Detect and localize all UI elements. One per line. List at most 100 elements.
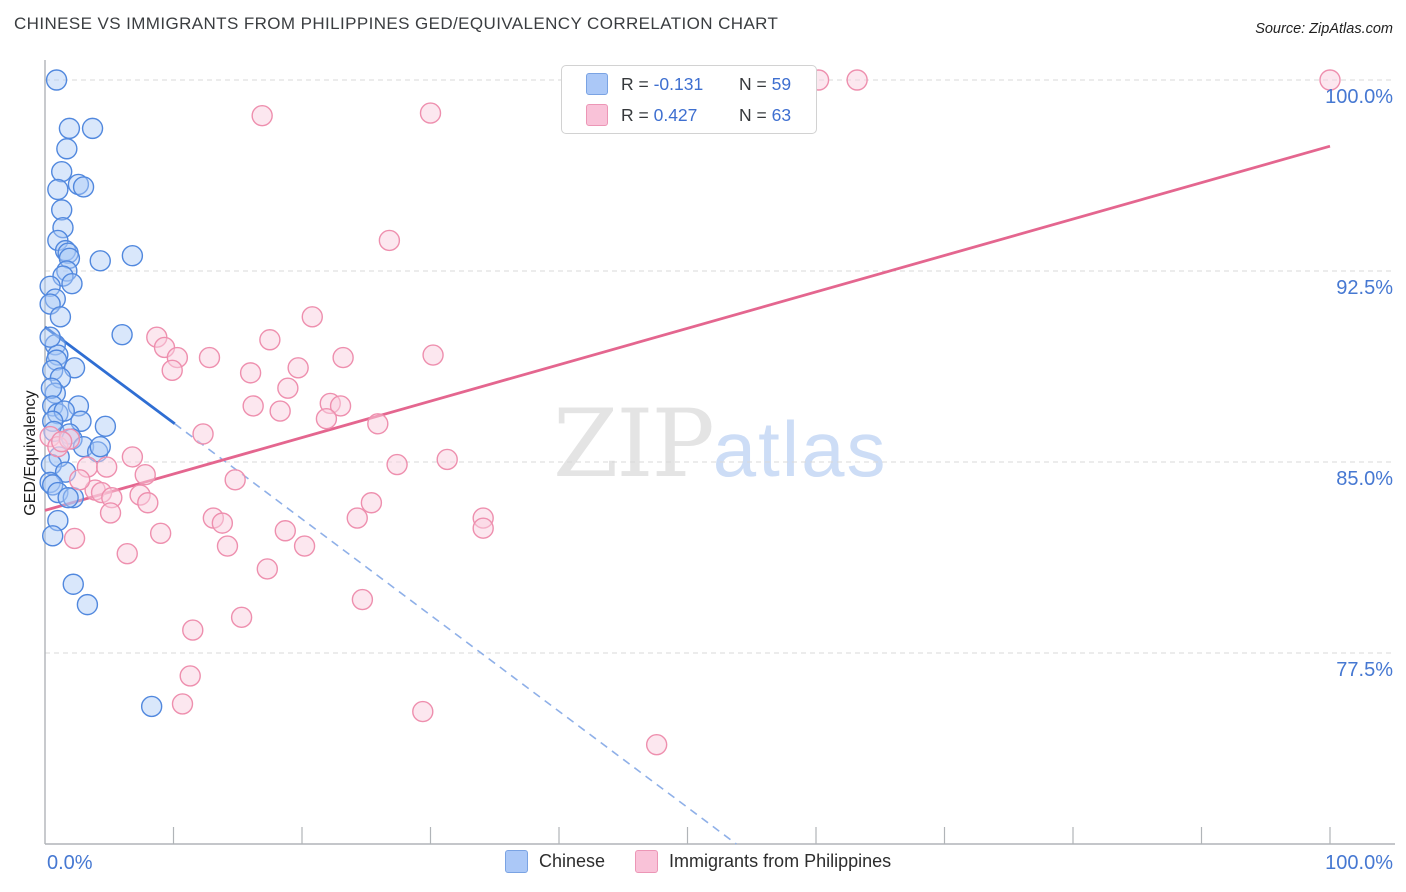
data-point-philippines (287, 357, 309, 379)
watermark-zip: ZIP (553, 390, 715, 499)
data-point-philippines (149, 522, 172, 545)
data-point-philippines (422, 344, 444, 366)
zipatlas-watermark: ZIP atlas (553, 398, 887, 492)
data-point-philippines (161, 359, 183, 382)
data-point-philippines (192, 423, 214, 445)
y-tick-label: 85.0% (1336, 468, 1393, 490)
data-point-philippines (846, 69, 868, 91)
data-point-chinese (94, 415, 117, 438)
data-point-chinese (76, 593, 99, 616)
legend-row-chinese: R = -0.131 N = 59 (586, 71, 816, 98)
data-point-chinese (42, 359, 64, 382)
data-point-philippines (179, 665, 201, 687)
y-tick-label: 77.5% (1336, 659, 1393, 681)
data-point-chinese (39, 275, 61, 297)
series-legend: Chinese Immigrants from Philippines (505, 850, 891, 873)
data-point-philippines (224, 469, 246, 491)
y-tick-label: 100.0% (1325, 86, 1393, 108)
philippines-swatch (586, 104, 608, 126)
data-point-philippines (137, 492, 159, 514)
data-point-philippines (198, 346, 221, 369)
data-point-philippines (99, 502, 122, 524)
data-point-chinese (61, 273, 83, 295)
correlation-legend: R = -0.131 N = 59 R = 0.427 N = 63 (561, 65, 817, 134)
data-point-chinese (51, 160, 73, 183)
data-point-philippines (472, 517, 494, 539)
data-point-philippines (1319, 69, 1341, 91)
chinese-swatch (586, 73, 608, 95)
data-point-philippines (315, 408, 338, 430)
data-point-chinese (89, 436, 111, 458)
data-point-chinese (57, 486, 79, 509)
x-tick-label-left: 0.0% (47, 852, 93, 874)
data-point-philippines (182, 619, 204, 641)
data-point-chinese (72, 176, 95, 198)
y-tick-label: 92.5% (1336, 277, 1393, 299)
philippines-legend-swatch (635, 850, 659, 873)
series-legend-chinese: Chinese (505, 850, 605, 873)
x-tick-label-right: 100.0% (1325, 852, 1393, 874)
data-point-philippines (259, 329, 281, 351)
data-point-philippines (412, 700, 434, 723)
data-point-philippines (239, 362, 262, 384)
data-point-philippines (251, 104, 273, 127)
data-point-philippines (116, 542, 138, 565)
data-point-chinese (40, 377, 63, 399)
chart-title: CHINESE VS IMMIGRANTS FROM PHILIPPINES G… (14, 14, 779, 33)
data-point-philippines (360, 492, 383, 514)
data-point-philippines (95, 456, 118, 478)
data-point-chinese (89, 250, 111, 272)
data-point-chinese (52, 217, 74, 239)
data-point-philippines (134, 464, 156, 486)
source-label: Source: ZipAtlas.com (1255, 21, 1393, 37)
data-point-philippines (171, 693, 194, 715)
data-point-philippines (386, 453, 408, 476)
data-point-philippines (269, 400, 291, 422)
data-point-philippines (645, 733, 668, 756)
data-point-philippines (378, 229, 401, 252)
philippines-r-stat: R = 0.427 (621, 104, 698, 125)
data-point-philippines (277, 377, 299, 399)
chinese-legend-label: Chinese (539, 851, 606, 871)
data-point-chinese (42, 525, 64, 547)
data-point-philippines (211, 512, 234, 534)
data-point-philippines (419, 102, 442, 124)
data-point-chinese (51, 199, 73, 221)
chinese-r-stat: R = -0.131 (621, 73, 704, 94)
data-point-philippines (301, 306, 323, 328)
philippines-legend-label: Immigrants from Philippines (669, 851, 892, 871)
data-point-chinese (58, 117, 81, 140)
data-point-chinese (49, 306, 72, 328)
data-point-philippines (293, 535, 316, 557)
data-point-philippines (332, 346, 354, 369)
series-legend-philippines: Immigrants from Philippines (635, 850, 891, 873)
philippines-n-stat: N = 63 (739, 104, 792, 125)
data-point-chinese (39, 326, 61, 348)
data-point-philippines (51, 430, 73, 453)
data-point-philippines (242, 395, 264, 417)
data-point-philippines (230, 606, 253, 629)
data-point-chinese (45, 69, 68, 91)
chinese-legend-swatch (505, 850, 528, 873)
data-point-chinese (121, 245, 144, 267)
chinese-n-stat: N = 59 (739, 73, 792, 94)
data-point-chinese (56, 138, 78, 160)
data-point-chinese (111, 323, 133, 346)
data-point-philippines (367, 413, 389, 435)
data-point-chinese (47, 178, 69, 201)
data-point-philippines (329, 395, 352, 417)
watermark-atlas: atlas (712, 405, 888, 493)
data-point-philippines (63, 527, 86, 550)
chinese-trend-line-extrapolated (174, 423, 737, 845)
data-point-philippines (68, 469, 91, 491)
data-point-philippines (436, 448, 458, 471)
data-point-philippines (351, 588, 374, 611)
data-point-chinese (140, 695, 163, 718)
data-point-philippines (256, 558, 279, 580)
data-point-chinese (62, 573, 84, 595)
philippines-trend-line (44, 144, 1331, 512)
data-point-philippines (121, 446, 144, 468)
chinese-trend-line (44, 325, 176, 425)
